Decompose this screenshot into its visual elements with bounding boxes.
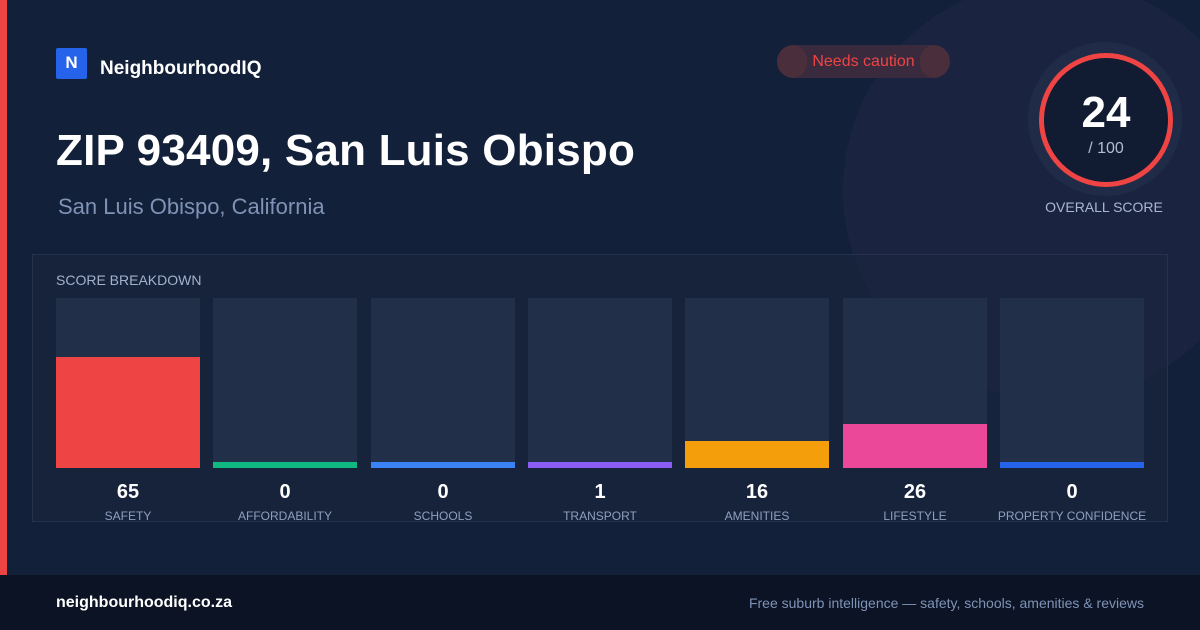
bar-track: [1000, 298, 1144, 468]
bar-track: [371, 298, 515, 468]
bar-value: 0: [279, 481, 291, 503]
brand-name: NeighbourhoodIQ: [100, 58, 262, 79]
bar-label: SCHOOLS: [413, 509, 473, 523]
score-bar-safety: 65 SAFETY: [56, 298, 200, 523]
score-breakdown-panel: SCORE BREAKDOWN 65 SAFETY 0 AFFORDABILITY 0 S…: [32, 254, 1168, 523]
bar-fill: [1000, 462, 1144, 468]
bar-track: [213, 298, 357, 468]
accent-bar: [0, 0, 7, 575]
bar-value: 26: [903, 481, 927, 503]
bar-value: 16: [745, 481, 769, 503]
bar-fill: [213, 462, 357, 468]
footer-domain-link[interactable]: neighbourhoodiq.co.za: [56, 594, 232, 611]
bar-value: 1: [594, 481, 606, 503]
page-subtitle: San Luis Obispo, California: [58, 194, 325, 219]
score-bar-affordability: 0 AFFORDABILITY: [213, 298, 357, 523]
bar-track: [528, 298, 672, 468]
bar-fill: [56, 357, 200, 468]
footer-tagline: Free suburb intelligence — safety, schoo…: [748, 595, 1144, 611]
score-bar-lifestyle: 26 LIFESTYLE: [843, 298, 987, 523]
overall-score-label: OVERALL SCORE: [1045, 199, 1163, 215]
bar-track: [685, 298, 829, 468]
score-bar-property-confidence: 0 PROPERTY CONFIDENCE: [998, 298, 1146, 523]
bar-label: LIFESTYLE: [883, 509, 947, 523]
bar-fill: [528, 462, 672, 468]
footer: neighbourhoodiq.co.za Free suburb intell…: [0, 575, 1200, 630]
bar-label: AMENITIES: [724, 509, 790, 523]
bar-fill: [685, 441, 829, 468]
score-ring: 24 / 100: [1039, 53, 1173, 187]
bar-track: [56, 298, 200, 468]
score-bar-schools: 0 SCHOOLS: [371, 298, 515, 523]
bar-label: AFFORDABILITY: [237, 509, 332, 523]
overall-score-denominator: / 100: [1088, 140, 1124, 157]
bar-value: 65: [116, 481, 140, 503]
bar-fill: [371, 462, 515, 468]
bar-label: TRANSPORT: [563, 509, 637, 523]
overall-score-value: 24: [1081, 88, 1131, 137]
status-badge: Needs caution: [777, 45, 950, 78]
status-badge-label: Needs caution: [812, 52, 915, 70]
score-bar-amenities: 16 AMENITIES: [685, 298, 829, 523]
bar-label: SAFETY: [104, 509, 152, 523]
bar-value: 0: [1066, 481, 1078, 503]
bar-track: [843, 298, 987, 468]
bar-value: 0: [437, 481, 449, 503]
score-breakdown-title: SCORE BREAKDOWN: [56, 272, 202, 288]
bar-label: PROPERTY CONFIDENCE: [997, 509, 1147, 523]
score-bar-transport: 1 TRANSPORT: [528, 298, 672, 523]
page-title: ZIP 93409, San Luis Obispo: [56, 126, 636, 175]
bar-fill: [843, 424, 987, 468]
brand-logo-icon: N: [56, 47, 87, 79]
overall-score-gauge: 24 / 100: [1028, 42, 1182, 196]
brand[interactable]: N NeighbourhoodIQ: [56, 46, 261, 80]
